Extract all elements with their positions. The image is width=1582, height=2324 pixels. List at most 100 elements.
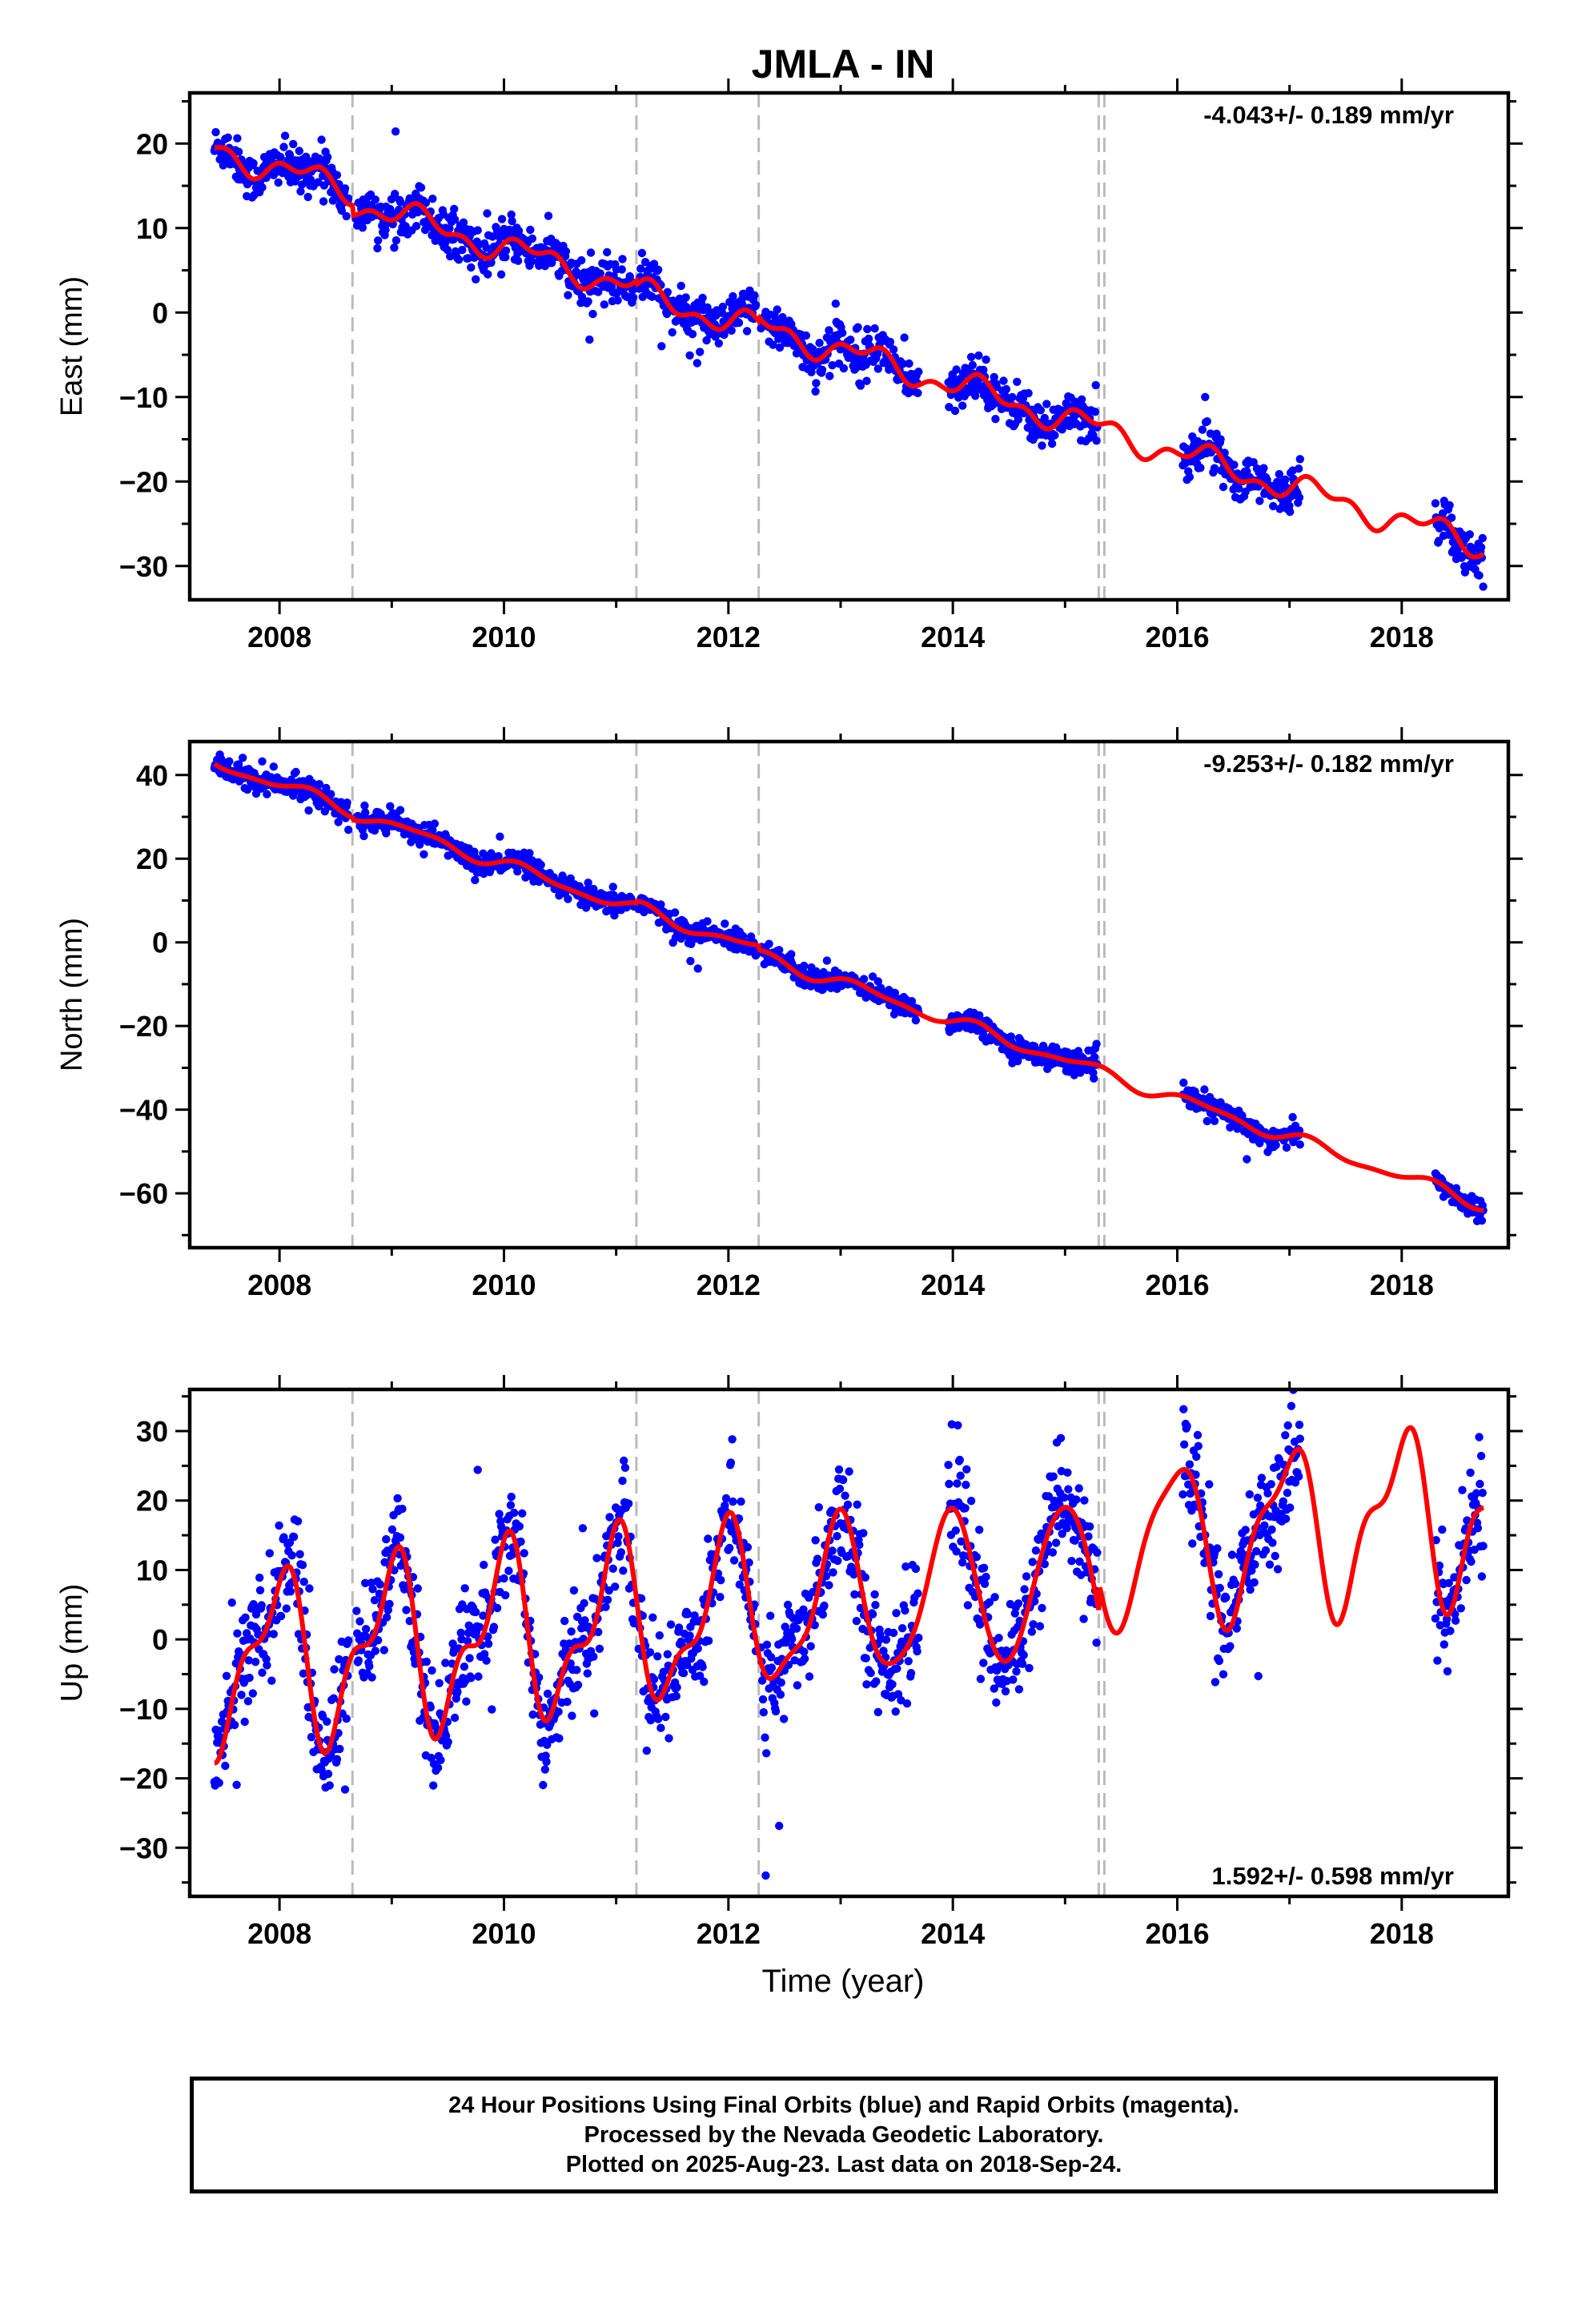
data-point bbox=[445, 224, 454, 233]
data-point bbox=[812, 379, 821, 388]
data-point bbox=[698, 1663, 707, 1671]
x-axis-title: Time (year) bbox=[762, 1964, 925, 1999]
data-point bbox=[1080, 1496, 1089, 1505]
data-point bbox=[473, 1466, 482, 1474]
data-point bbox=[726, 1458, 736, 1467]
y-tick-label: −40 bbox=[119, 1094, 168, 1127]
data-point bbox=[528, 234, 536, 243]
data-point bbox=[892, 1609, 901, 1618]
data-point bbox=[971, 392, 980, 400]
data-point bbox=[1203, 1116, 1212, 1126]
data-point bbox=[1271, 1140, 1280, 1150]
data-point bbox=[668, 328, 677, 337]
data-point bbox=[1079, 1614, 1088, 1623]
data-point bbox=[430, 819, 440, 828]
data-point bbox=[1476, 1451, 1486, 1461]
x-tick-label: 2010 bbox=[472, 1917, 536, 1950]
data-point bbox=[861, 1654, 870, 1663]
data-point bbox=[467, 1674, 476, 1683]
data-point bbox=[777, 1678, 785, 1687]
data-point bbox=[1084, 1532, 1093, 1541]
data-points bbox=[210, 127, 1488, 591]
data-point bbox=[584, 297, 592, 306]
x-tick-label: 2016 bbox=[1145, 1917, 1209, 1950]
data-point bbox=[1014, 1599, 1023, 1608]
data-point bbox=[298, 1561, 307, 1570]
model-curve bbox=[213, 762, 1484, 1213]
data-point bbox=[778, 312, 787, 322]
data-point bbox=[1231, 1579, 1240, 1589]
x-tick-label: 2012 bbox=[697, 1917, 761, 1950]
data-point bbox=[563, 1697, 572, 1707]
data-point bbox=[845, 1467, 853, 1476]
data-point bbox=[296, 187, 305, 196]
data-point bbox=[1243, 1155, 1251, 1164]
data-point bbox=[1283, 1489, 1292, 1498]
x-tick-label: 2018 bbox=[1370, 1917, 1434, 1950]
data-point bbox=[945, 1479, 954, 1489]
data-point bbox=[1001, 1687, 1010, 1696]
data-point bbox=[897, 1624, 907, 1633]
data-point bbox=[1279, 1497, 1288, 1506]
data-point bbox=[685, 351, 694, 360]
footer-line-3: Plotted on 2025-Aug-23. Last data on 201… bbox=[565, 2151, 1122, 2177]
data-point bbox=[454, 255, 464, 264]
data-point bbox=[1249, 458, 1259, 467]
data-point bbox=[1012, 1667, 1021, 1676]
y-tick-label: −20 bbox=[119, 465, 168, 498]
data-point bbox=[426, 1703, 435, 1712]
data-point bbox=[806, 1642, 815, 1651]
data-point bbox=[945, 403, 954, 412]
data-point bbox=[332, 171, 342, 179]
data-point bbox=[303, 192, 312, 202]
data-point bbox=[759, 1708, 768, 1717]
data-point bbox=[329, 1694, 338, 1703]
data-point bbox=[482, 243, 491, 252]
data-point bbox=[361, 1578, 370, 1588]
data-point bbox=[653, 265, 663, 274]
data-point bbox=[471, 875, 480, 885]
y-tick-label: −10 bbox=[119, 381, 168, 414]
data-point bbox=[275, 1521, 283, 1530]
data-point bbox=[494, 852, 503, 861]
data-point bbox=[600, 300, 608, 309]
data-point bbox=[776, 1690, 785, 1699]
data-point bbox=[690, 1611, 699, 1620]
data-point bbox=[1267, 1480, 1275, 1489]
data-point bbox=[1263, 1489, 1272, 1498]
data-point bbox=[361, 1625, 371, 1634]
data-point bbox=[1182, 1421, 1191, 1431]
east-panel: 2008 2010 2012 2014 2016 201820100−10−20−30Ea… bbox=[55, 78, 1523, 653]
data-point bbox=[489, 1622, 499, 1631]
data-point bbox=[525, 849, 534, 858]
data-point bbox=[340, 1785, 350, 1794]
data-point bbox=[1254, 1671, 1263, 1681]
data-point bbox=[456, 1628, 465, 1638]
data-point bbox=[258, 183, 267, 192]
data-point bbox=[472, 1607, 480, 1617]
data-point bbox=[323, 1717, 331, 1726]
data-point bbox=[367, 1673, 376, 1682]
data-point bbox=[982, 355, 990, 364]
data-point bbox=[1219, 482, 1228, 492]
data-point bbox=[248, 1689, 257, 1698]
data-point bbox=[954, 1421, 962, 1430]
data-point bbox=[370, 826, 379, 835]
data-point bbox=[1475, 571, 1484, 580]
data-point bbox=[1038, 441, 1046, 450]
data-point bbox=[1251, 1560, 1259, 1569]
data-point bbox=[1064, 1485, 1073, 1494]
data-point bbox=[354, 1656, 363, 1665]
data-point bbox=[560, 1616, 569, 1626]
x-tick-label: 2014 bbox=[921, 1917, 985, 1950]
data-point bbox=[323, 1769, 333, 1779]
y-axis-label: Up (mm) bbox=[55, 1584, 89, 1703]
data-point bbox=[1245, 1490, 1255, 1499]
data-point bbox=[968, 360, 978, 370]
data-point bbox=[450, 204, 459, 214]
data-point bbox=[1267, 1525, 1276, 1534]
data-point bbox=[360, 801, 369, 810]
data-point bbox=[762, 1640, 772, 1649]
data-point bbox=[527, 257, 536, 266]
data-point bbox=[315, 780, 324, 789]
